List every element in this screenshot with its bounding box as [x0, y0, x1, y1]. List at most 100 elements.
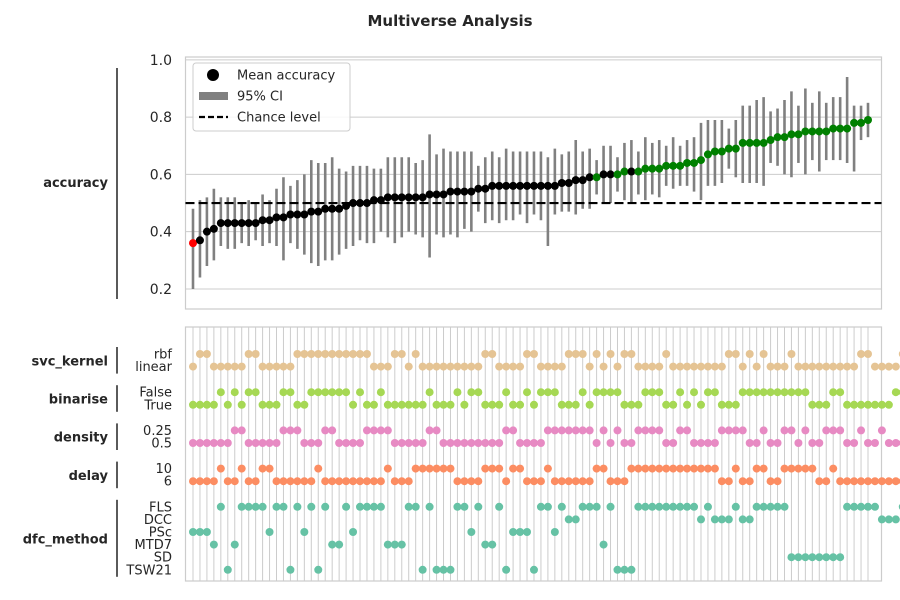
- delay-dot: [509, 464, 518, 473]
- binarise-dot: [766, 388, 775, 397]
- binarise-dot: [717, 400, 726, 409]
- svc-kernel-dot: [724, 350, 733, 358]
- density-dot: [703, 439, 712, 447]
- dfc-method-dot: [578, 502, 587, 511]
- svc-kernel-dot: [335, 350, 344, 358]
- density-dot: [571, 426, 580, 435]
- delay-dot: [676, 464, 685, 473]
- mean-accuracy-point: [251, 219, 260, 228]
- dfc-method-dot: [376, 502, 385, 511]
- delay-dot: [251, 477, 260, 486]
- dfc-method-dot: [794, 553, 803, 562]
- mean-accuracy-point: [439, 190, 448, 199]
- mean-accuracy-point: [300, 210, 309, 219]
- density-level-label: 0.25: [143, 424, 172, 439]
- svc-kernel-dot: [300, 350, 309, 358]
- binarise-dot: [425, 388, 434, 397]
- density-dot: [300, 439, 309, 447]
- mean-accuracy-point: [731, 144, 740, 153]
- dfc-method-dot: [439, 565, 448, 574]
- dfc-method-dot: [453, 502, 462, 511]
- mean-accuracy-point: [453, 187, 462, 196]
- mean-accuracy-point: [536, 181, 545, 190]
- dfc-method-dot: [592, 502, 601, 511]
- svc-kernel-dot: [342, 350, 351, 358]
- svc-kernel-dot: [467, 362, 476, 371]
- accuracy-y-ticks: 0.2 0.4 0.6 0.8 1.0: [150, 53, 172, 298]
- binarise-dot: [335, 388, 344, 397]
- delay-dot: [891, 477, 900, 486]
- svc-kernel-dot: [592, 350, 601, 358]
- svc-kernel-dot: [864, 350, 872, 358]
- delay-dot: [710, 464, 719, 473]
- binarise-dot: [599, 388, 608, 397]
- density-dot: [251, 439, 260, 447]
- dfc-method-dot: [745, 515, 754, 524]
- binarise-dot: [432, 400, 441, 409]
- density-dot: [641, 426, 650, 435]
- dfc-method-dot: [752, 502, 761, 511]
- density-dot: [808, 439, 817, 447]
- mean-accuracy-point: [550, 181, 559, 190]
- density-dot: [717, 426, 726, 435]
- dfc-method-dot: [523, 528, 532, 536]
- mean-accuracy-point: [349, 199, 358, 208]
- mean-accuracy-point: [759, 138, 768, 147]
- binarise-dot: [404, 400, 413, 409]
- dfc-method-dot: [891, 515, 900, 524]
- svc-kernel-dot: [383, 362, 392, 371]
- delay-dot: [467, 477, 476, 486]
- svc-kernel-dot: [272, 362, 281, 371]
- delay-dot: [564, 477, 573, 486]
- svc-kernel-dot: [801, 362, 810, 371]
- dfc-method-dot: [481, 540, 490, 549]
- binarise-dot: [543, 388, 552, 397]
- delay-dot: [571, 477, 580, 486]
- density-dot: [439, 439, 448, 447]
- binarise-dot: [571, 400, 580, 409]
- svc-kernel-dot: [543, 362, 552, 371]
- delay-dot: [293, 477, 302, 486]
- binarise-dot: [870, 400, 879, 409]
- svc-kernel-dot: [453, 362, 462, 371]
- dfc-method-label: dfc_method: [23, 532, 108, 547]
- delay-dot: [683, 464, 692, 473]
- delay-dot: [411, 464, 420, 473]
- dfc-method-dot: [314, 565, 323, 574]
- svc-kernel-dot: [836, 362, 845, 371]
- mean-accuracy-point: [223, 219, 232, 228]
- y-tick-label: 0.8: [150, 110, 172, 126]
- delay-dot: [453, 477, 462, 486]
- mean-accuracy-point: [683, 158, 692, 167]
- delay-dot: [599, 464, 608, 473]
- delay-dot: [202, 477, 211, 486]
- dfc-method-dot: [550, 528, 559, 536]
- density-dot: [884, 439, 893, 447]
- binarise-dot: [773, 388, 782, 397]
- dfc-method-dot: [717, 515, 726, 524]
- delay-dot: [328, 477, 337, 486]
- dfc-method-dot: [216, 502, 225, 511]
- density-dot: [425, 426, 434, 435]
- svc-kernel-dot: [328, 350, 337, 358]
- density-dot: [745, 439, 754, 447]
- dfc-method-dot: [349, 528, 358, 536]
- binarise-dot: [244, 388, 253, 397]
- svc-kernel-dot: [349, 350, 358, 358]
- mean-accuracy-point: [376, 196, 385, 205]
- binarise-dot: [710, 388, 719, 397]
- delay-dot: [272, 477, 281, 486]
- dfc-method-dot: [655, 502, 664, 511]
- svc-kernel-dot: [599, 362, 608, 371]
- dfc-method-dot: [307, 502, 316, 511]
- mean-accuracy-point: [369, 196, 378, 205]
- legend-ci-label: 95% CI: [237, 90, 283, 105]
- density-dot: [446, 439, 455, 447]
- density-dot: [529, 439, 538, 447]
- binarise-dot: [258, 400, 267, 409]
- svc-kernel-dot: [265, 362, 274, 371]
- dfc-method-dot: [356, 502, 365, 511]
- delay-dot: [189, 477, 197, 486]
- mean-accuracy-point: [307, 207, 316, 216]
- delay-dot: [362, 477, 371, 486]
